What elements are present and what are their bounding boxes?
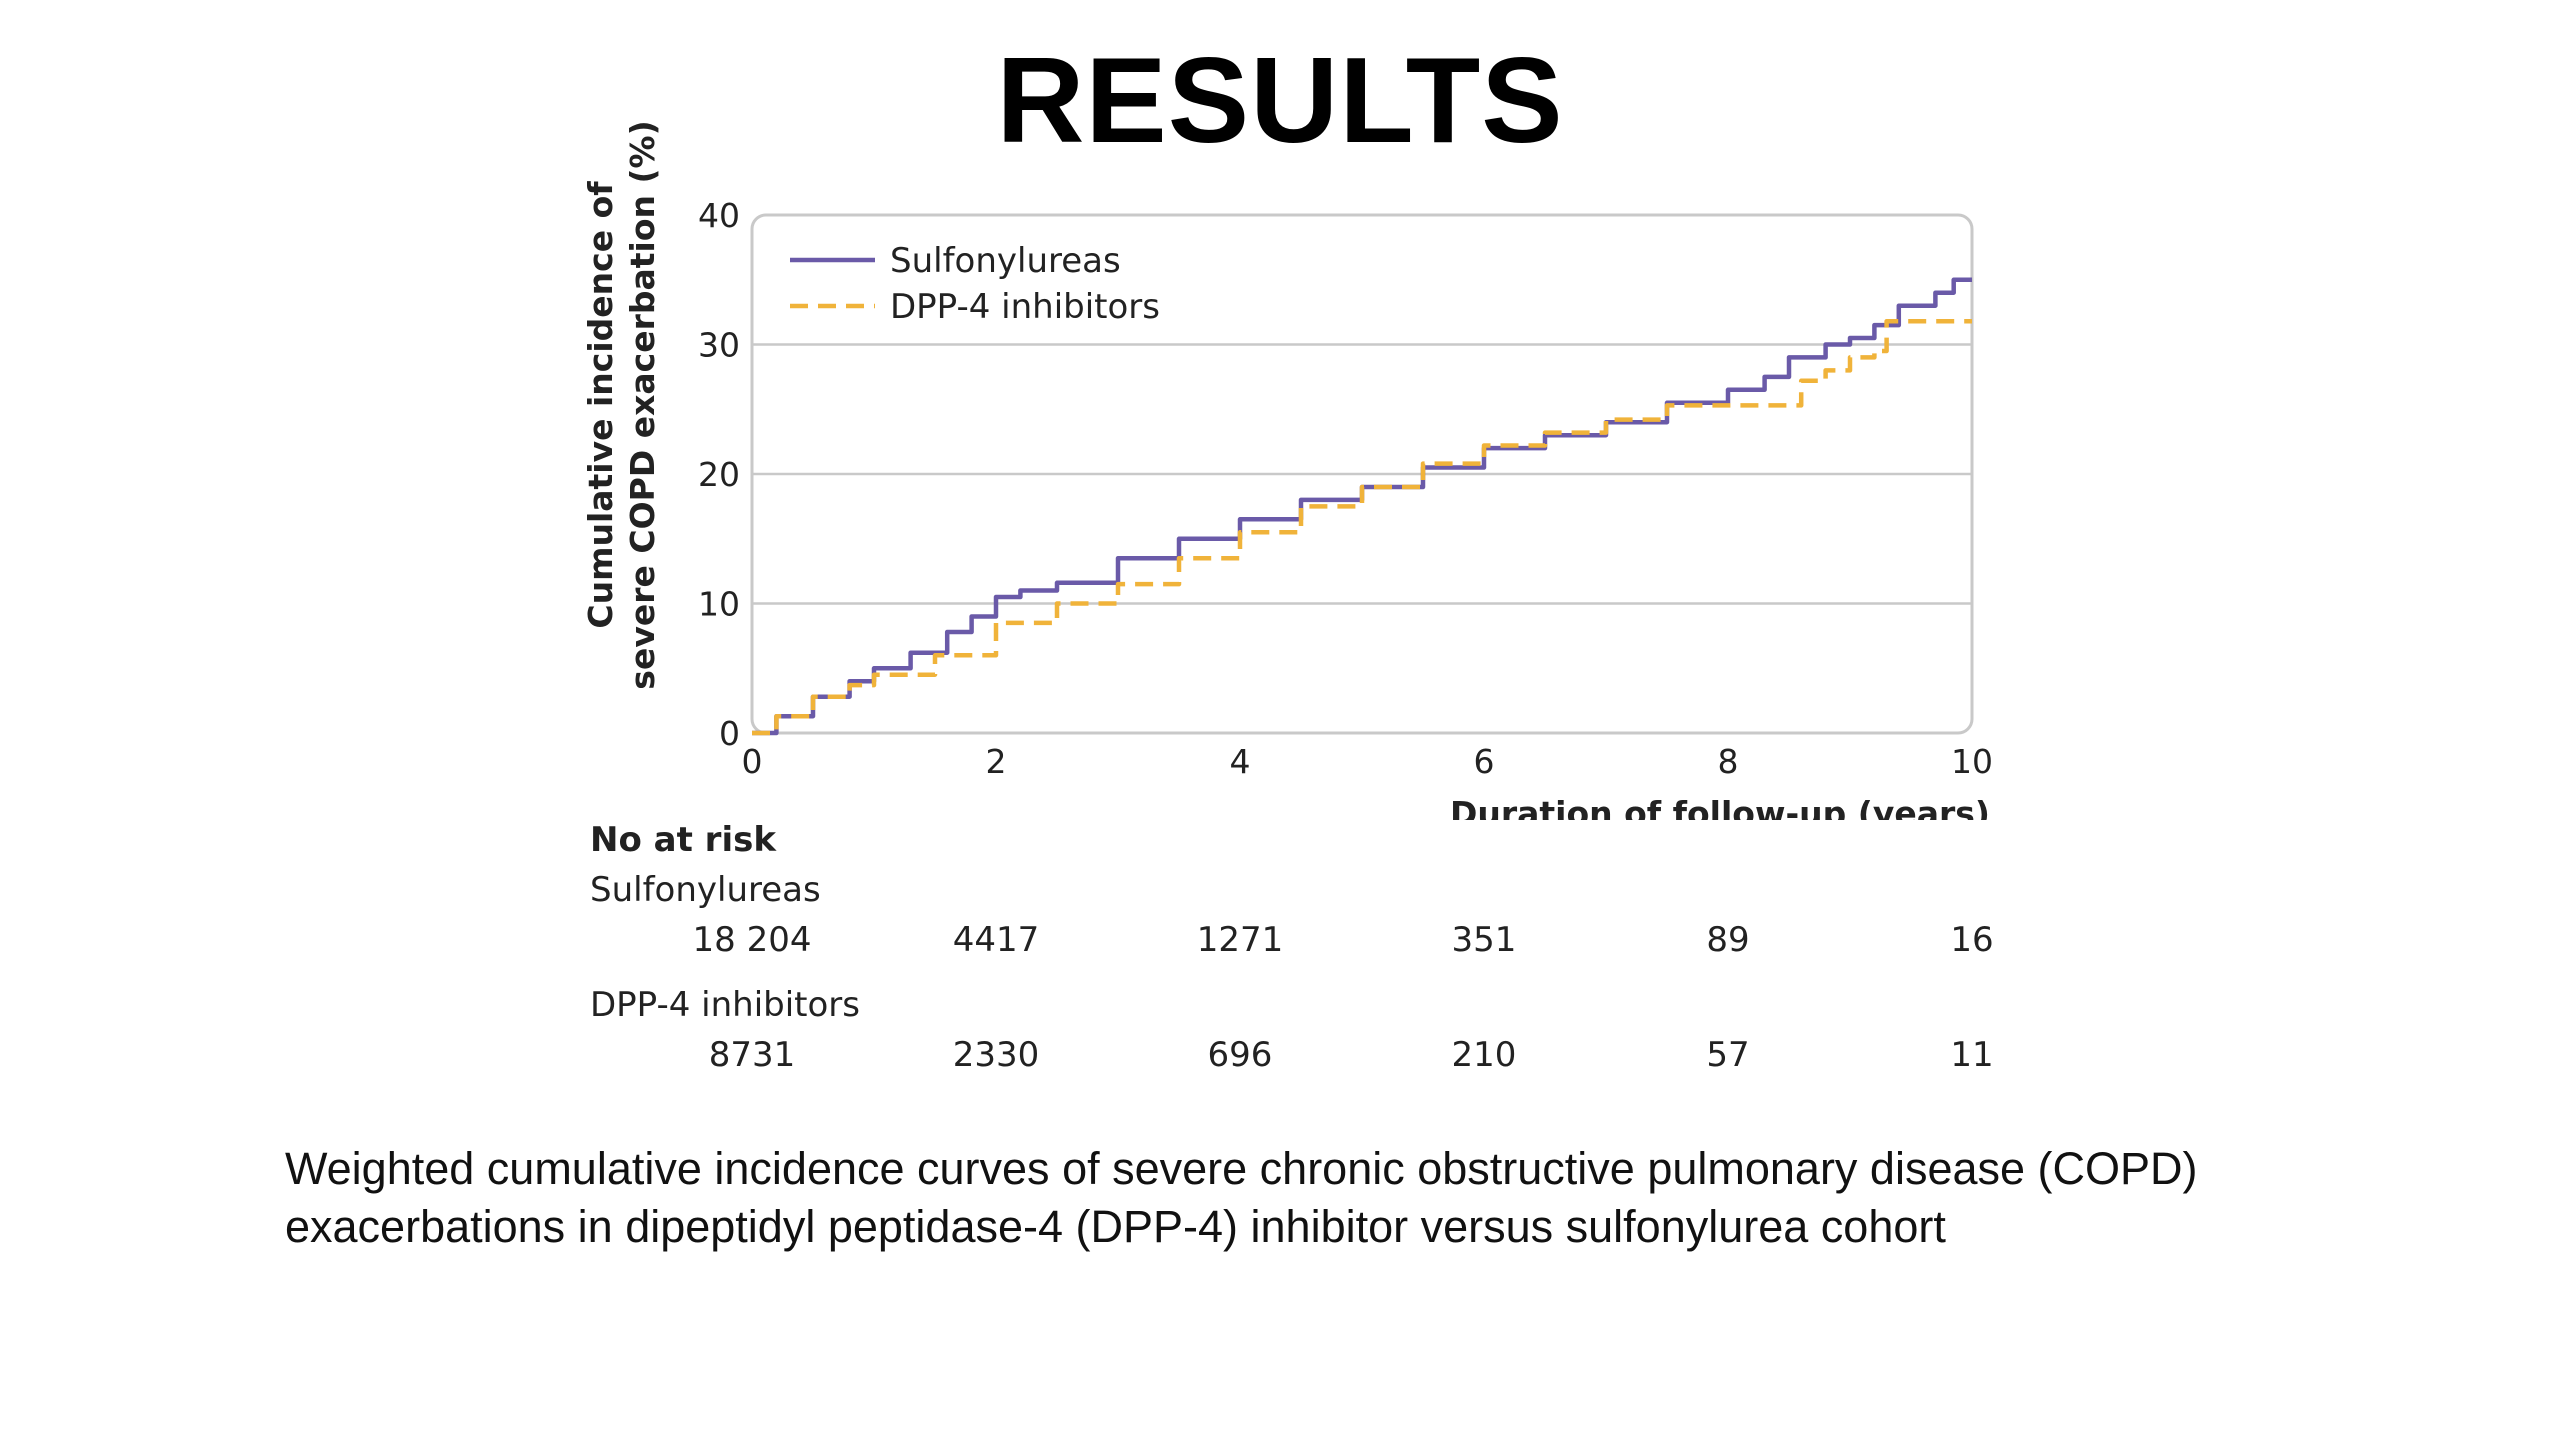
x-tick-label: 6 [1474,742,1495,781]
risk-count: 18 204 [692,920,812,960]
legend-label: Sulfonylureas [890,241,1121,281]
risk-count: 1271 [1196,920,1284,960]
risk-group-label: DPP-4 inhibitors [590,985,860,1025]
x-tick-label: 0 [742,742,763,781]
x-tick-label: 10 [1951,742,1993,781]
y-tick-label: 10 [698,585,740,624]
y-axis-title-line2: severe COPD exacerbation (%) [623,120,662,689]
gridlines [752,343,1972,605]
y-axis-title-line1: Cumulative incidence of [581,181,620,629]
series-line-dpp4-inhibitors [752,318,1972,736]
y-tick-label: 30 [698,326,740,365]
risk-count: 351 [1451,920,1517,960]
legend-label: DPP-4 inhibitors [890,287,1160,327]
figure-caption: Weighted cumulative incidence curves of … [285,1143,2198,1252]
tick-labels: 0 2 4 6 8 10 0 10 20 30 40 [698,196,1993,781]
number-at-risk-table: No at risk Sulfonylureas 18 204 4417 1271 3… [590,820,2010,1100]
x-tick-label: 8 [1718,742,1739,781]
risk-table-title: No at risk [590,820,776,860]
risk-count: 4417 [952,920,1040,960]
risk-count: 696 [1207,1035,1273,1075]
risk-count: 89 [1706,920,1750,960]
risk-count: 2330 [952,1035,1040,1075]
x-tick-label: 2 [986,742,1007,781]
y-tick-label: 20 [698,455,740,494]
km-chart: 0 2 4 6 8 10 0 10 20 30 40 Duration of follow-up (… [581,120,1993,820]
x-axis-title: Duration of follow-up (years) [1450,794,1990,820]
legend: Sulfonylureas DPP-4 inhibitors [790,241,1160,327]
slide-title: RESULTS [996,32,1564,168]
risk-count: 57 [1706,1035,1750,1075]
y-axis-title: Cumulative incidence of severe COPD exac… [581,120,662,689]
risk-count: 8731 [708,1035,796,1075]
risk-count: 210 [1451,1035,1517,1075]
y-tick-label: 40 [698,196,740,235]
series-lines [752,277,1972,736]
risk-count: 11 [1950,1035,1994,1075]
risk-count: 16 [1950,920,1994,960]
y-tick-label: 0 [719,714,740,753]
x-tick-label: 4 [1230,742,1251,781]
risk-group-label: Sulfonylureas [590,870,821,910]
